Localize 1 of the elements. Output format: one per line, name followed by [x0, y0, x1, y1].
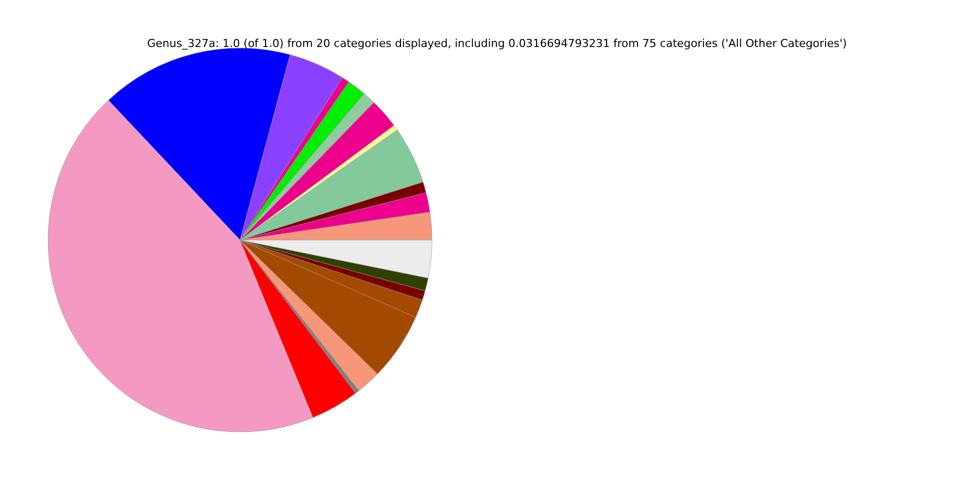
text: Genus_327a: 1.0 (of 1.0) from 20 categories displayed, including 0.0316694793231 from 75 categories ('All Other Categories'): [147, 37, 847, 50]
